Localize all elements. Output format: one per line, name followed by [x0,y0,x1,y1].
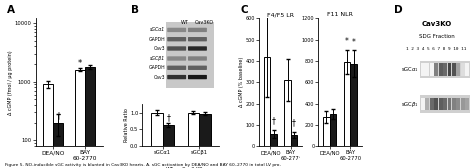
Text: sGC$\beta_1$: sGC$\beta_1$ [401,99,419,109]
Bar [166,22,214,88]
Bar [461,63,465,76]
Text: Figure 5. NO-inducible sGC activity is blunted in Cav3KO hearts. A. sGC activati: Figure 5. NO-inducible sGC activity is b… [5,163,281,167]
Bar [43,85,53,168]
Text: SDG Fraction: SDG Fraction [419,34,454,39]
Bar [443,63,447,76]
Bar [465,63,469,76]
Bar [434,98,438,110]
Text: Cav3: Cav3 [154,75,165,80]
Bar [350,64,357,146]
Bar [461,98,465,110]
FancyBboxPatch shape [188,66,207,70]
Text: Cav3KO: Cav3KO [421,21,452,27]
Bar [438,63,443,76]
Text: *: * [78,58,82,68]
FancyBboxPatch shape [188,75,207,79]
Bar [438,98,443,110]
Bar [443,98,447,110]
Bar [425,98,429,110]
Text: †: † [56,111,60,120]
FancyBboxPatch shape [167,75,186,79]
FancyBboxPatch shape [167,28,186,32]
Bar [434,63,438,76]
Bar [270,134,277,146]
Bar [421,98,425,110]
FancyBboxPatch shape [188,28,207,32]
Bar [447,63,451,76]
Bar [284,80,291,146]
Bar [452,63,456,76]
Text: B: B [131,5,139,15]
Text: D: D [394,5,403,15]
Bar [75,70,85,168]
Bar [430,98,434,110]
Bar [456,63,460,76]
Text: WT: WT [181,19,189,25]
Bar [456,98,460,110]
Text: sGCβ1: sGCβ1 [150,56,165,61]
Text: Cav3KO: Cav3KO [194,19,214,25]
Bar [430,63,434,76]
Y-axis label: Δ cGMP (% baseline): Δ cGMP (% baseline) [239,57,244,108]
Text: †: † [292,118,296,127]
FancyBboxPatch shape [188,37,207,41]
Text: sGC$\alpha_1$: sGC$\alpha_1$ [401,65,419,74]
FancyBboxPatch shape [188,46,207,51]
Text: Cav3: Cav3 [154,46,165,51]
Text: A: A [7,5,15,15]
Bar [151,113,163,146]
Bar [421,63,425,76]
Bar [447,98,451,110]
Bar [344,62,350,146]
FancyBboxPatch shape [167,37,186,41]
Legend: WT, Cav3 KO: WT, Cav3 KO [160,167,202,168]
Text: *: * [345,37,349,46]
FancyBboxPatch shape [167,46,186,51]
Text: †: † [166,114,170,123]
Bar [85,67,95,168]
Bar [323,117,330,146]
Title: F4/F5 LR: F4/F5 LR [267,12,294,17]
Bar [264,57,270,146]
Bar [420,61,470,78]
Bar [291,135,297,146]
Bar [425,63,429,76]
Bar [163,125,174,146]
Text: sGCα1: sGCα1 [150,27,165,32]
Text: GAPDH: GAPDH [148,37,165,42]
Bar [53,123,64,168]
Y-axis label: Δ cGMP (fmol / µg protein): Δ cGMP (fmol / µg protein) [8,50,13,115]
Text: †: † [272,116,275,125]
Bar [465,98,469,110]
Bar [199,114,211,146]
Bar [452,98,456,110]
Text: GAPDH: GAPDH [148,65,165,70]
FancyBboxPatch shape [188,56,207,61]
Bar [420,95,470,113]
Y-axis label: Relative Ratio: Relative Ratio [124,108,128,142]
FancyBboxPatch shape [167,66,186,70]
FancyBboxPatch shape [167,56,186,61]
Bar [188,113,199,146]
Text: C: C [241,5,248,15]
Bar [330,114,336,146]
Title: F11 NLR: F11 NLR [327,12,353,17]
Text: *: * [352,38,356,47]
Text: 1 2 3 4 5 6 7 8 9 10 11: 1 2 3 4 5 6 7 8 9 10 11 [406,47,466,51]
